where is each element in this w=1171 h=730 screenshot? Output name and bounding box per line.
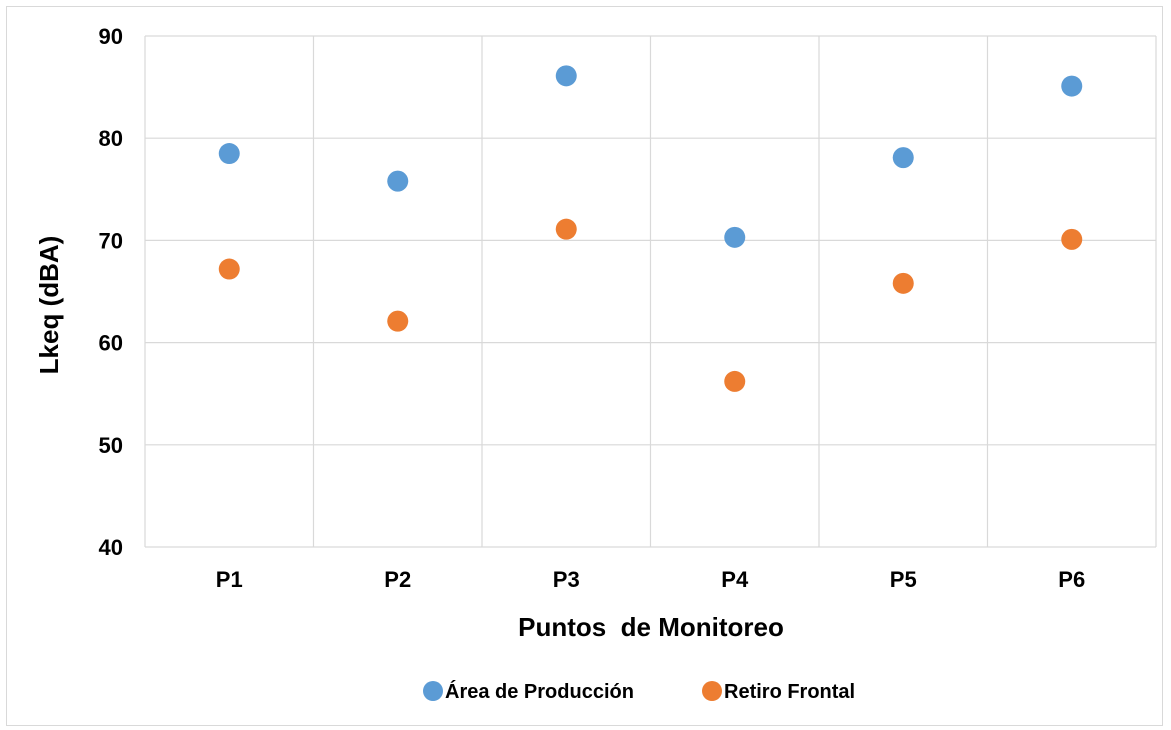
legend: Área de Producción Retiro Frontal (423, 680, 855, 703)
legend-label-retiro-frontal: Retiro Frontal (724, 681, 855, 703)
data-point-series1-p5 (892, 147, 914, 169)
chart-frame (6, 6, 1163, 726)
legend-marker-retiro-frontal (702, 681, 722, 701)
y-tick-label: 70 (99, 228, 123, 253)
x-tick-label: P6 (1058, 567, 1085, 592)
y-tick-label: 80 (99, 126, 123, 151)
x-tick-label: P3 (553, 567, 580, 592)
y-tick-label: 40 (99, 535, 123, 560)
data-points (218, 65, 1083, 392)
data-point-series1-p6 (1061, 75, 1083, 97)
data-point-series1-p1 (218, 143, 240, 165)
y-tick-label: 60 (99, 331, 123, 356)
data-point-series2-p2 (387, 310, 409, 332)
x-tick-label: P4 (721, 567, 749, 592)
data-point-series1-p2 (387, 170, 409, 192)
y-axis-ticks: 40 50 60 70 80 90 (99, 24, 123, 560)
data-point-series2-p6 (1061, 228, 1083, 250)
y-tick-label: 50 (99, 433, 123, 458)
data-point-series1-p4 (724, 226, 746, 248)
data-point-series2-p4 (724, 370, 746, 392)
legend-marker-area-produccion (423, 681, 443, 701)
y-tick-label: 90 (99, 24, 123, 49)
x-axis-ticks: P1 P2 P3 P4 P5 P6 (216, 567, 1085, 592)
legend-label-area-produccion: Área de Producción (445, 680, 634, 703)
gridlines (144, 35, 1157, 548)
x-axis-title: Puntos de Monitoreo (518, 612, 784, 642)
data-point-series2-p1 (218, 258, 240, 280)
data-point-series1-p3 (555, 65, 577, 87)
y-axis-title: Lkeq (dBA) (34, 236, 64, 375)
x-tick-label: P1 (216, 567, 243, 592)
x-tick-label: P2 (384, 567, 411, 592)
data-point-series2-p3 (555, 218, 577, 240)
data-point-series2-p5 (892, 272, 914, 294)
x-tick-label: P5 (890, 567, 917, 592)
